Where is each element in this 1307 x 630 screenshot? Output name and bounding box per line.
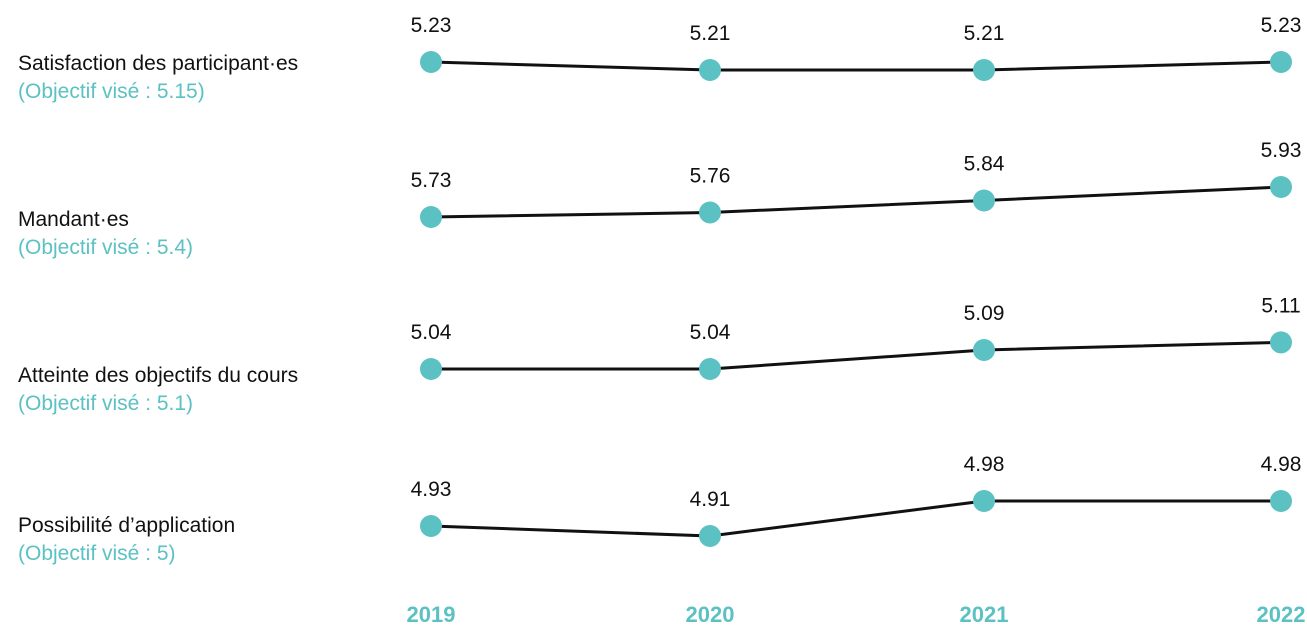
data-label: 5.09 (964, 302, 1005, 325)
data-point (1270, 331, 1292, 354)
data-label: 5.21 (690, 22, 731, 45)
data-point (1270, 176, 1292, 198)
data-point (973, 339, 995, 361)
data-point (699, 358, 721, 380)
data-label: 5.23 (1261, 14, 1302, 37)
data-label: 4.91 (690, 488, 731, 511)
row-label-application: Possibilité d’application (Objectif visé… (18, 512, 398, 568)
data-point (420, 515, 442, 537)
data-label: 4.98 (1261, 453, 1302, 476)
target-label: (Objectif visé : 5.15) (18, 80, 205, 103)
data-label: 4.98 (964, 453, 1005, 476)
data-point (1270, 490, 1292, 512)
data-label: 5.73 (411, 169, 452, 192)
target-label: (Objectif visé : 5.4) (18, 236, 194, 259)
series-name: Mandant·es (18, 208, 129, 231)
x-tick-label: 2021 (960, 602, 1009, 627)
data-point (973, 189, 995, 212)
data-point (1270, 51, 1292, 73)
series-line (429, 499, 1283, 538)
x-tick-label: 2022 (1257, 602, 1306, 627)
x-tick-label: 2020 (686, 602, 735, 627)
data-point (699, 59, 721, 81)
data-label: 5.93 (1261, 139, 1302, 162)
data-label: 5.21 (964, 22, 1005, 45)
data-point (973, 490, 995, 512)
data-point (420, 206, 442, 228)
series-name: Atteinte des objectifs du cours (18, 364, 299, 387)
row-label-satisfaction: Satisfaction des participant·es (Objecti… (18, 50, 398, 106)
data-label: 5.04 (690, 321, 731, 344)
data-point (699, 201, 721, 224)
data-point (420, 358, 442, 380)
row-label-objectifs: Atteinte des objectifs du cours (Objecti… (18, 362, 398, 418)
series-name: Satisfaction des participant·es (18, 52, 299, 75)
x-tick-label: 2019 (407, 602, 456, 627)
row-label-mandantes: Mandant·es (Objectif visé : 5.4) (18, 206, 398, 262)
data-point (973, 59, 995, 81)
series-name: Possibilité d’application (18, 514, 236, 537)
series-line (429, 60, 1283, 72)
target-label: (Objectif visé : 5.1) (18, 392, 194, 415)
data-label: 5.04 (411, 321, 452, 344)
data-label: 5.23 (411, 14, 452, 37)
data-label: 4.93 (411, 478, 452, 501)
series-line (429, 185, 1283, 219)
data-label: 5.11 (1261, 294, 1300, 317)
data-point (699, 525, 721, 547)
target-label: (Objectif visé : 5) (18, 542, 176, 565)
data-label: 5.76 (690, 165, 731, 188)
data-label: 5.84 (964, 153, 1005, 176)
data-point (420, 51, 442, 73)
series-line (429, 340, 1283, 371)
